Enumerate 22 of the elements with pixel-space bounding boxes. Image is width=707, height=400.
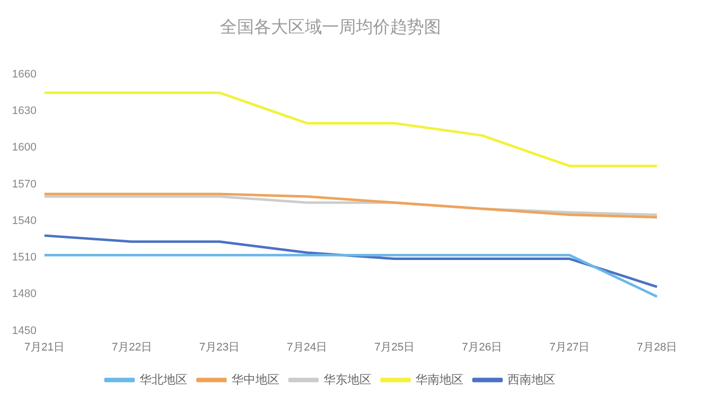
legend-label: 华东地区 (324, 372, 372, 386)
y-tick-label: 1570 (12, 178, 36, 190)
y-tick-label: 1630 (12, 105, 36, 118)
x-tick-label: 7月26日 (462, 341, 502, 354)
y-tick-label: 1540 (12, 214, 36, 227)
x-tick-label: 7月25日 (374, 341, 415, 354)
legend-label: 华北地区 (140, 372, 188, 386)
x-tick-label: 7月24日 (286, 341, 328, 354)
y-tick-label: 1480 (12, 288, 36, 300)
chart-title: 全国各大区域一周均价趋势图 (220, 18, 441, 38)
x-tick-label: 7月27日 (549, 341, 590, 354)
legend-label: 华南地区 (416, 372, 464, 386)
x-tick-label: 7月21日 (24, 341, 65, 354)
legend-label: 西南地区 (508, 372, 556, 386)
y-tick-label: 1450 (12, 324, 36, 337)
legend-label: 华中地区 (232, 372, 280, 386)
x-tick-label: 7月28日 (636, 341, 678, 354)
x-tick-label: 7月23日 (199, 341, 240, 354)
x-tick-label: 7月22日 (112, 341, 152, 354)
y-tick-label: 1600 (12, 142, 36, 154)
y-tick-label: 1510 (12, 252, 36, 264)
y-tick-label: 1660 (12, 68, 36, 80)
